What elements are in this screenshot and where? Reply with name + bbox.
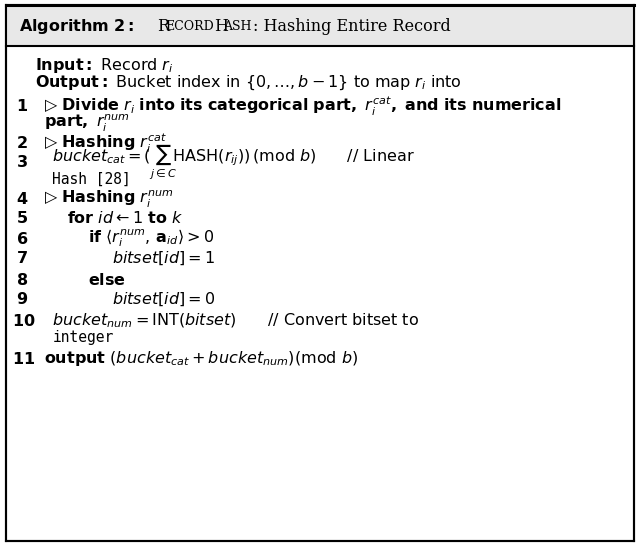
Text: $\mathbf{if}\ \langle r_i^{num},\, \mathbf{a}_{id}\rangle > 0$: $\mathbf{if}\ \langle r_i^{num},\, \math… bbox=[88, 228, 214, 250]
Text: $\mathbf{4}$: $\mathbf{4}$ bbox=[16, 191, 28, 207]
Text: $\mathbf{for}$ $\mathit{id} \leftarrow 1$ $\mathbf{to}$ $k$: $\mathbf{for}$ $\mathit{id} \leftarrow 1… bbox=[67, 210, 183, 227]
Text: $\mathbf{Input:}$ Record $r_i$: $\mathbf{Input:}$ Record $r_i$ bbox=[35, 56, 173, 75]
Text: $\triangleright$ $\mathbf{Divide}$ $r_i$ $\mathbf{into\ its\ categorical\ part,}: $\triangleright$ $\mathbf{Divide}$ $r_i$… bbox=[44, 94, 561, 117]
Text: $\triangleright$ $\mathbf{Hashing}$ $r_i^{num}$: $\triangleright$ $\mathbf{Hashing}$ $r_i… bbox=[44, 189, 173, 210]
Text: $\mathbf{output}\ (\mathit{bucket_{cat}} + \mathit{bucket_{num}})(\mathrm{mod}\ : $\mathbf{output}\ (\mathit{bucket_{cat}}… bbox=[44, 349, 358, 368]
Bar bbox=[6, 5, 634, 46]
Text: $\mathbf{8}$: $\mathbf{8}$ bbox=[16, 272, 28, 288]
Text: $\mathbf{part,}$ $r_i^{num}$: $\mathbf{part,}$ $r_i^{num}$ bbox=[44, 114, 129, 134]
Text: $\mathbf{3}$: $\mathbf{3}$ bbox=[16, 154, 28, 170]
Text: $\mathbf{Algorithm\ 2:}$: $\mathbf{Algorithm\ 2:}$ bbox=[19, 17, 134, 35]
Text: $\mathbf{2}$: $\mathbf{2}$ bbox=[16, 135, 28, 151]
Text: $\mathit{bucket_{cat}} = (\sum_{j\in C}\!\mathrm{HASH}(r_{ij}))\,(\mathrm{mod}\ : $\mathit{bucket_{cat}} = (\sum_{j\in C}\… bbox=[52, 143, 415, 182]
Text: $\mathit{bitset}[id] = 0$: $\mathit{bitset}[id] = 0$ bbox=[112, 290, 215, 308]
Text: $\mathbf{Output:}$ Bucket index in $\{0,\ldots,b-1\}$ to map $r_i$ into: $\mathbf{Output:}$ Bucket index in $\{0,… bbox=[35, 74, 462, 92]
Text: R: R bbox=[157, 17, 169, 35]
Text: $\mathit{bitset}[id] = 1$: $\mathit{bitset}[id] = 1$ bbox=[112, 250, 215, 267]
Text: $\mathbf{9}$: $\mathbf{9}$ bbox=[16, 291, 28, 307]
Text: $\mathbf{else}$: $\mathbf{else}$ bbox=[88, 272, 126, 288]
Text: $\mathbf{6}$: $\mathbf{6}$ bbox=[16, 230, 28, 247]
Text: integer: integer bbox=[52, 330, 114, 345]
Text: $\mathbf{11}$: $\mathbf{11}$ bbox=[12, 351, 35, 367]
Text: H: H bbox=[214, 17, 228, 35]
Text: $\mathbf{1}$: $\mathbf{1}$ bbox=[16, 98, 28, 114]
Text: $\mathit{bucket_{num}} = \mathrm{INT}(\mathit{bitset})$$\quad\quad//\ $Convert b: $\mathit{bucket_{num}} = \mathrm{INT}(\m… bbox=[52, 311, 419, 330]
Text: $\mathbf{10}$: $\mathbf{10}$ bbox=[12, 312, 35, 329]
Text: Hash [28]: Hash [28] bbox=[52, 171, 131, 187]
Text: $\mathbf{7}$: $\mathbf{7}$ bbox=[16, 250, 28, 266]
Text: ASH: ASH bbox=[223, 20, 252, 33]
Text: ECORD: ECORD bbox=[165, 20, 214, 33]
Text: $\mathbf{5}$: $\mathbf{5}$ bbox=[16, 210, 28, 227]
Text: : Hashing Entire Record: : Hashing Entire Record bbox=[253, 17, 451, 35]
Text: $\triangleright$ $\mathbf{Hashing}$ $r_i^{cat}$: $\triangleright$ $\mathbf{Hashing}$ $r_i… bbox=[44, 132, 166, 155]
